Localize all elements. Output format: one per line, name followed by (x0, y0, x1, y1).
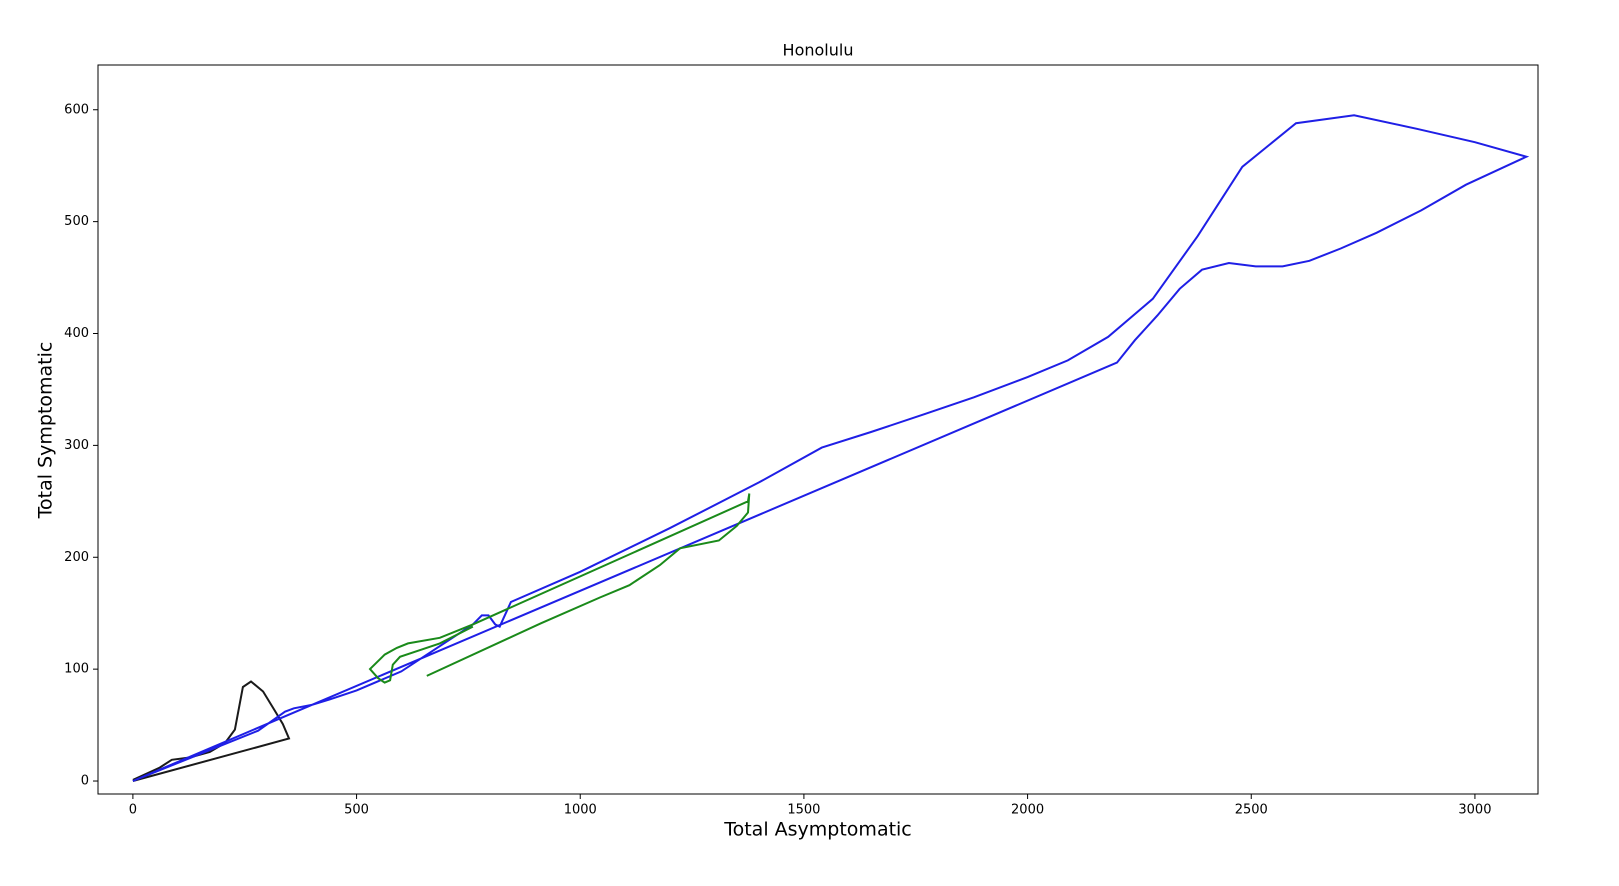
x-tick-label: 1000 (564, 803, 597, 818)
chart-title: Honolulu (783, 41, 854, 60)
y-tick-label: 300 (64, 438, 89, 453)
line-series (132, 680, 291, 782)
y-tick-label: 100 (64, 662, 89, 677)
y-tick-label: 200 (64, 550, 89, 565)
x-tick-label: 0 (129, 803, 137, 818)
y-tick-label: 600 (64, 102, 89, 117)
x-axis-label: Total Asymptomatic (723, 819, 912, 841)
plot-frame (97, 64, 1539, 795)
x-tick-label: 2000 (1011, 803, 1044, 818)
y-tick-label: 400 (64, 326, 89, 341)
y-tick-label: 0 (81, 774, 89, 789)
x-tick-label: 2500 (1235, 803, 1268, 818)
y-axis-label: Total Symptomatic (35, 342, 57, 520)
x-tick-label: 3000 (1458, 803, 1491, 818)
line-series (368, 493, 751, 684)
line-series (132, 114, 1530, 782)
x-tick-label: 1500 (787, 803, 820, 818)
x-tick-label: 500 (344, 803, 369, 818)
y-tick-label: 500 (64, 214, 89, 229)
